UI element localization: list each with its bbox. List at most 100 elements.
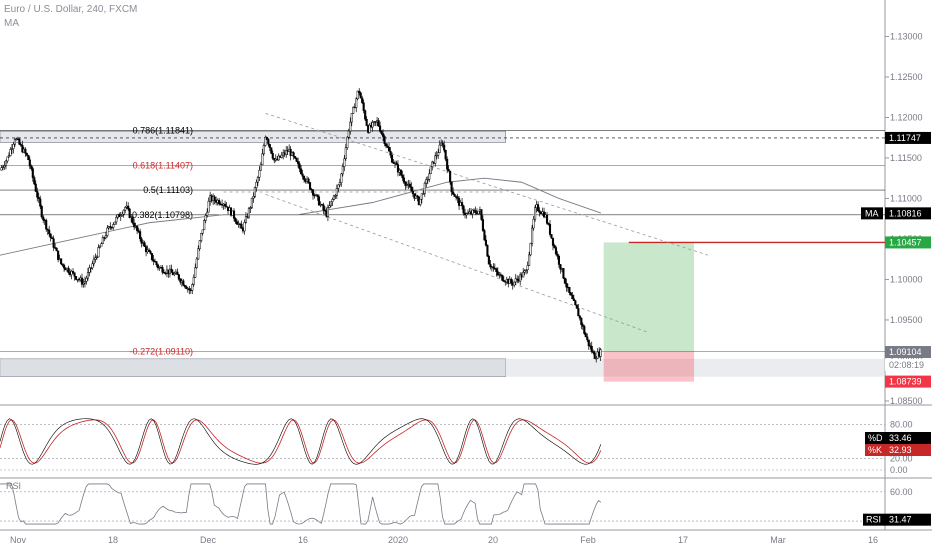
price-tick-label: 1.12500 — [890, 72, 923, 82]
candle-body — [12, 143, 15, 149]
candle-body — [402, 177, 405, 183]
candle-body — [447, 168, 450, 172]
candle-body — [63, 264, 66, 269]
candle-body — [523, 270, 526, 273]
ma-legend[interactable]: MA — [4, 18, 19, 29]
candle-body — [410, 186, 413, 192]
candle-body — [127, 205, 130, 210]
candle-body — [562, 268, 565, 279]
candle-body — [553, 245, 556, 248]
candle-body — [150, 253, 154, 261]
candle-body — [170, 268, 173, 273]
candle-body — [428, 173, 431, 180]
candle-body — [514, 278, 517, 283]
candle-body — [57, 250, 60, 260]
candle-body — [207, 200, 210, 213]
candle-body — [510, 278, 513, 284]
candle-body — [352, 106, 355, 114]
price-label: 1.09104 — [889, 347, 922, 357]
candle-body — [124, 207, 127, 211]
long-position-profit-zone — [603, 242, 695, 353]
candle-body — [243, 222, 246, 232]
stochastic-tick-label: 0.00 — [890, 465, 908, 475]
candle-body — [253, 187, 256, 197]
candle-body — [4, 160, 8, 166]
candle-body — [31, 168, 34, 178]
candle-body — [104, 235, 107, 239]
candle-body — [542, 211, 546, 218]
candle-body — [203, 220, 206, 231]
candle-body — [526, 265, 529, 271]
candle-body — [537, 204, 540, 211]
candle-body — [328, 205, 331, 208]
candle-body — [292, 152, 295, 157]
candle-body — [362, 102, 365, 111]
candle-body — [155, 261, 158, 266]
candle-body — [569, 292, 572, 296]
candle-body — [423, 182, 426, 194]
candle-body — [387, 146, 391, 152]
time-tick-label: Feb — [580, 535, 596, 545]
candle-body — [368, 124, 371, 133]
candle-body — [334, 195, 337, 197]
candle-body — [341, 166, 344, 175]
candle-body — [396, 164, 400, 173]
candle-body — [565, 282, 568, 288]
candle-body — [3, 165, 6, 168]
candle-body — [48, 229, 51, 235]
candle-body — [204, 215, 207, 221]
time-tick-label: 20 — [488, 535, 498, 545]
candle-body — [249, 207, 252, 209]
candle-body — [21, 144, 24, 153]
candle-body — [386, 145, 389, 148]
candle-body — [25, 152, 28, 156]
price-tick-label: 1.10000 — [890, 274, 923, 284]
candle-body — [185, 286, 188, 289]
price-label: 1.10816 — [889, 208, 922, 218]
candle-body — [443, 144, 446, 151]
candle-body — [46, 228, 49, 231]
candle-body — [27, 154, 30, 161]
candle-body — [419, 198, 422, 205]
candle-body — [225, 205, 228, 208]
candle-body — [434, 155, 437, 164]
price-label: 02:08:19 — [889, 360, 924, 370]
candle-body — [340, 173, 343, 183]
candle-body — [404, 182, 407, 186]
candle-body — [483, 230, 486, 241]
candle-body — [529, 243, 532, 256]
candle-body — [592, 351, 595, 353]
candle-body — [461, 202, 464, 207]
candle-body — [456, 196, 459, 199]
candle-body — [139, 231, 142, 240]
candle-body — [495, 268, 498, 273]
candle-body — [346, 136, 349, 148]
candle-body — [331, 199, 334, 203]
price-label-box — [885, 207, 931, 220]
stochastic-d-line — [0, 419, 602, 464]
candle-body — [502, 280, 505, 282]
candle-body — [74, 276, 78, 280]
candle-body — [198, 240, 201, 249]
long-position-stop-zone — [603, 352, 695, 382]
candle-body — [247, 208, 250, 218]
candle-body — [33, 177, 36, 185]
candle-body — [244, 216, 247, 223]
candle-body — [383, 136, 386, 144]
candle-body — [122, 209, 125, 215]
candle-body — [405, 184, 408, 186]
candle-body — [438, 144, 441, 153]
symbol-legend[interactable]: Euro / U.S. Dollar, 240, FXCM — [4, 4, 138, 15]
candle-body — [259, 164, 262, 171]
support-zone — [0, 358, 506, 377]
candle-body — [261, 153, 264, 166]
candle-body — [384, 143, 388, 147]
stochastic-tick-label: 80.00 — [890, 419, 913, 429]
candle-body — [399, 169, 403, 176]
candle-body — [24, 148, 27, 154]
candle-body — [599, 349, 602, 357]
candle-body — [262, 145, 265, 155]
candle-body — [323, 209, 326, 212]
